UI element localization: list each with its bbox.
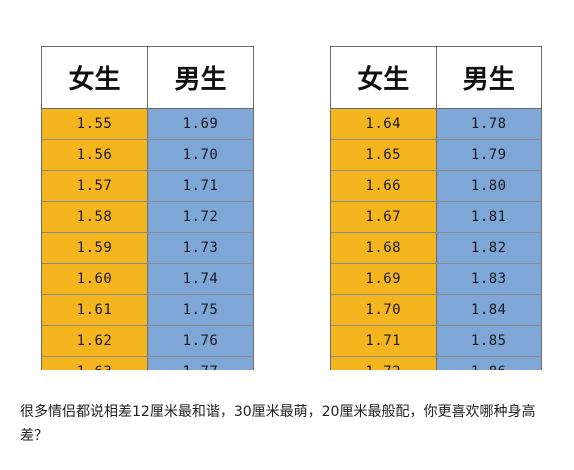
male-header: 男生 — [147, 47, 253, 108]
male-height-cell: 1.85 — [435, 326, 541, 356]
female-height-cell: 1.65 — [331, 140, 436, 170]
female-height-cell: 1.58 — [42, 202, 147, 232]
male-header: 男生 — [435, 47, 541, 108]
male-height-cell: 1.70 — [147, 140, 253, 170]
table-row: 1.61 1.75 — [42, 295, 253, 326]
table-row: 1.69 1.83 — [331, 264, 541, 295]
table-row: 1.72 1.86 — [331, 357, 541, 370]
male-height-cell: 1.74 — [147, 264, 253, 294]
female-height-cell: 1.63 — [42, 357, 147, 370]
female-height-cell: 1.61 — [42, 295, 147, 325]
table-row: 1.70 1.84 — [331, 295, 541, 326]
table-row: 1.65 1.79 — [331, 140, 541, 171]
male-height-cell: 1.73 — [147, 233, 253, 263]
female-height-cell: 1.64 — [331, 109, 436, 139]
caption-text: 很多情侣都说相差12厘米最和谐，30厘米最萌，20厘米最般配，你更喜欢哪种身高差… — [20, 404, 536, 444]
male-height-cell: 1.84 — [435, 295, 541, 325]
table-row: 1.67 1.81 — [331, 202, 541, 233]
male-height-cell: 1.83 — [435, 264, 541, 294]
male-height-cell: 1.78 — [435, 109, 541, 139]
female-height-cell: 1.55 — [42, 109, 147, 139]
male-height-cell: 1.69 — [147, 109, 253, 139]
right-height-table: 女生 男生 1.64 1.78 1.65 1.79 1.66 1.80 1.67… — [330, 46, 542, 370]
table-row: 1.60 1.74 — [42, 264, 253, 295]
male-height-cell: 1.81 — [435, 202, 541, 232]
table-row: 1.64 1.78 — [331, 109, 541, 140]
male-height-cell: 1.77 — [147, 357, 253, 370]
table-row: 1.66 1.80 — [331, 171, 541, 202]
female-height-cell: 1.59 — [42, 233, 147, 263]
left-height-table: 女生 男生 1.55 1.69 1.56 1.70 1.57 1.71 1.58… — [41, 46, 254, 370]
table-row: 1.57 1.71 — [42, 171, 253, 202]
female-height-cell: 1.56 — [42, 140, 147, 170]
left-table-header: 女生 男生 — [42, 47, 253, 109]
male-height-cell: 1.80 — [435, 171, 541, 201]
male-height-cell: 1.79 — [435, 140, 541, 170]
table-row: 1.62 1.76 — [42, 326, 253, 357]
right-table-header: 女生 男生 — [331, 47, 541, 109]
table-row: 1.71 1.85 — [331, 326, 541, 357]
male-height-cell: 1.86 — [435, 357, 541, 370]
table-row: 1.63 1.77 — [42, 357, 253, 370]
female-height-cell: 1.69 — [331, 264, 436, 294]
female-header: 女生 — [331, 47, 436, 108]
female-height-cell: 1.68 — [331, 233, 436, 263]
female-height-cell: 1.57 — [42, 171, 147, 201]
table-row: 1.59 1.73 — [42, 233, 253, 264]
female-height-cell: 1.60 — [42, 264, 147, 294]
table-row: 1.56 1.70 — [42, 140, 253, 171]
table-row: 1.55 1.69 — [42, 109, 253, 140]
male-height-cell: 1.82 — [435, 233, 541, 263]
female-height-cell: 1.71 — [331, 326, 436, 356]
female-height-cell: 1.70 — [331, 295, 436, 325]
female-height-cell: 1.72 — [331, 357, 436, 370]
male-height-cell: 1.76 — [147, 326, 253, 356]
table-row: 1.58 1.72 — [42, 202, 253, 233]
female-header: 女生 — [42, 47, 147, 108]
male-height-cell: 1.75 — [147, 295, 253, 325]
male-height-cell: 1.72 — [147, 202, 253, 232]
male-height-cell: 1.71 — [147, 171, 253, 201]
female-height-cell: 1.67 — [331, 202, 436, 232]
female-height-cell: 1.66 — [331, 171, 436, 201]
table-row: 1.68 1.82 — [331, 233, 541, 264]
female-height-cell: 1.62 — [42, 326, 147, 356]
